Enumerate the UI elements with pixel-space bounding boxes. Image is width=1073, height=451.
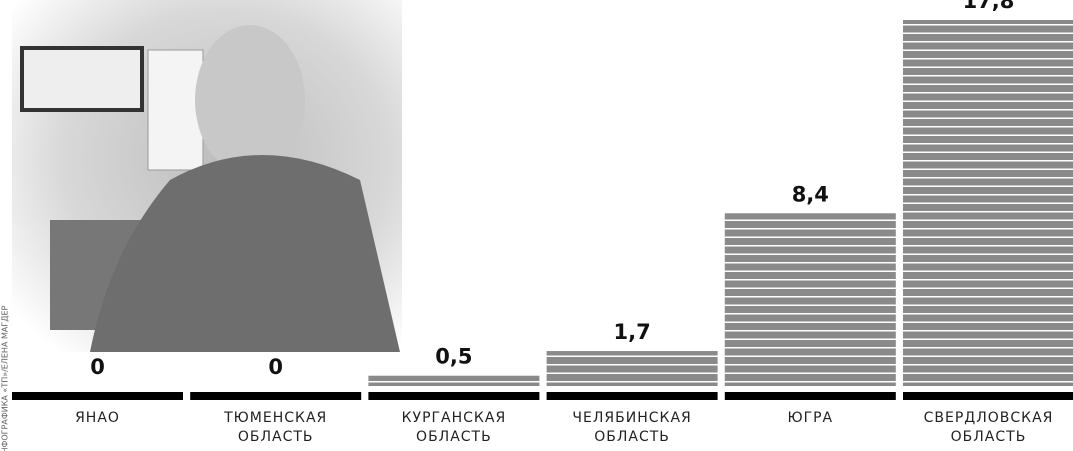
bar [724, 213, 896, 386]
baseline [546, 392, 718, 400]
category-label: ТЮМЕНСКАЯ ОБЛАСТЬ [224, 410, 328, 445]
category-label: ЮГРА [787, 410, 834, 426]
value-label: 0,5 [435, 345, 472, 369]
bar [546, 351, 718, 386]
value-label: 1,7 [613, 320, 650, 344]
value-label: 17,8 [963, 0, 1015, 13]
category-label: КУРГАНСКАЯ ОБЛАСТЬ [401, 410, 507, 445]
baseline [903, 392, 1073, 400]
category-label: ЧЕЛЯБИНСКАЯ ОБЛАСТЬ [572, 410, 692, 445]
value-label: 0 [268, 355, 283, 379]
category-label: СВЕРДЛОВСКАЯ ОБЛАСТЬ [923, 410, 1054, 445]
bar [368, 375, 540, 386]
value-label: 0 [90, 355, 105, 379]
baseline [724, 392, 896, 400]
credit: ИНФОГРАФИКА «ТП»/ЕЛЕНА МАГДЕР [0, 305, 10, 451]
baseline [190, 392, 362, 400]
baseline [368, 392, 540, 400]
bar [903, 20, 1073, 386]
category-label: ЯНАО [75, 410, 120, 426]
baseline [12, 392, 183, 400]
photo [12, 0, 402, 352]
value-label: 8,4 [792, 182, 829, 206]
